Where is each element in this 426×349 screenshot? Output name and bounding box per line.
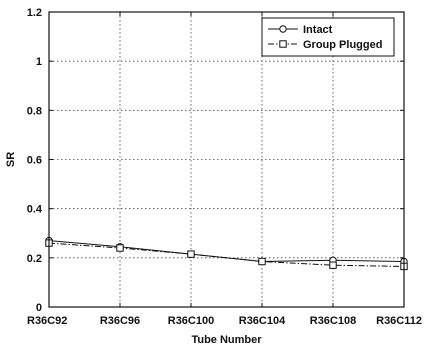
legend: Intact Group Plugged [261, 17, 395, 57]
x-tick-label: R36C96 [100, 315, 140, 327]
y-tick-label: 1.2 [27, 7, 42, 19]
legend-entry: Group Plugged [268, 39, 382, 51]
legend-label: Group Plugged [303, 39, 382, 51]
y-tick-label: 1 [36, 56, 42, 68]
y-axis-label: SR [5, 152, 17, 167]
series-group-plugged [45, 239, 408, 271]
y-tick-label: 0.6 [27, 155, 42, 167]
y-tick-label: 0.2 [27, 253, 42, 265]
y-tick-label: 0 [36, 302, 42, 314]
x-tick-label: R36C104 [239, 315, 286, 327]
data-point [329, 261, 337, 269]
legend-marker [279, 25, 287, 33]
x-tick-label: R36C112 [376, 315, 422, 327]
x-tick-label: R36C108 [310, 315, 356, 327]
legend-entry: Intact [268, 24, 333, 36]
grid-lines [49, 12, 404, 307]
x-tick-label: R36C100 [168, 315, 214, 327]
legend-marker [279, 40, 287, 48]
axis-ticks [48, 11, 405, 308]
legend-box [261, 17, 395, 57]
y-tick-labels: 0 0.2 0.4 0.6 0.8 1 1.2 [27, 7, 43, 314]
data-point [116, 244, 124, 252]
data-point [187, 250, 195, 258]
y-tick-label: 0.4 [27, 204, 43, 216]
series-line [48, 242, 405, 267]
data-point [258, 257, 266, 266]
x-tick-labels: R36C92 R36C96 R36C100 R36C104 R36C108 R36C112 [27, 315, 422, 327]
series-line [48, 240, 405, 263]
legend-label: Intact [303, 24, 333, 36]
x-tick-label: R36C92 [27, 315, 67, 327]
y-tick-label: 0.8 [27, 105, 42, 117]
series-layer [45, 236, 408, 271]
series-intact [45, 236, 408, 266]
x-axis-label: Tube Number [191, 334, 262, 346]
